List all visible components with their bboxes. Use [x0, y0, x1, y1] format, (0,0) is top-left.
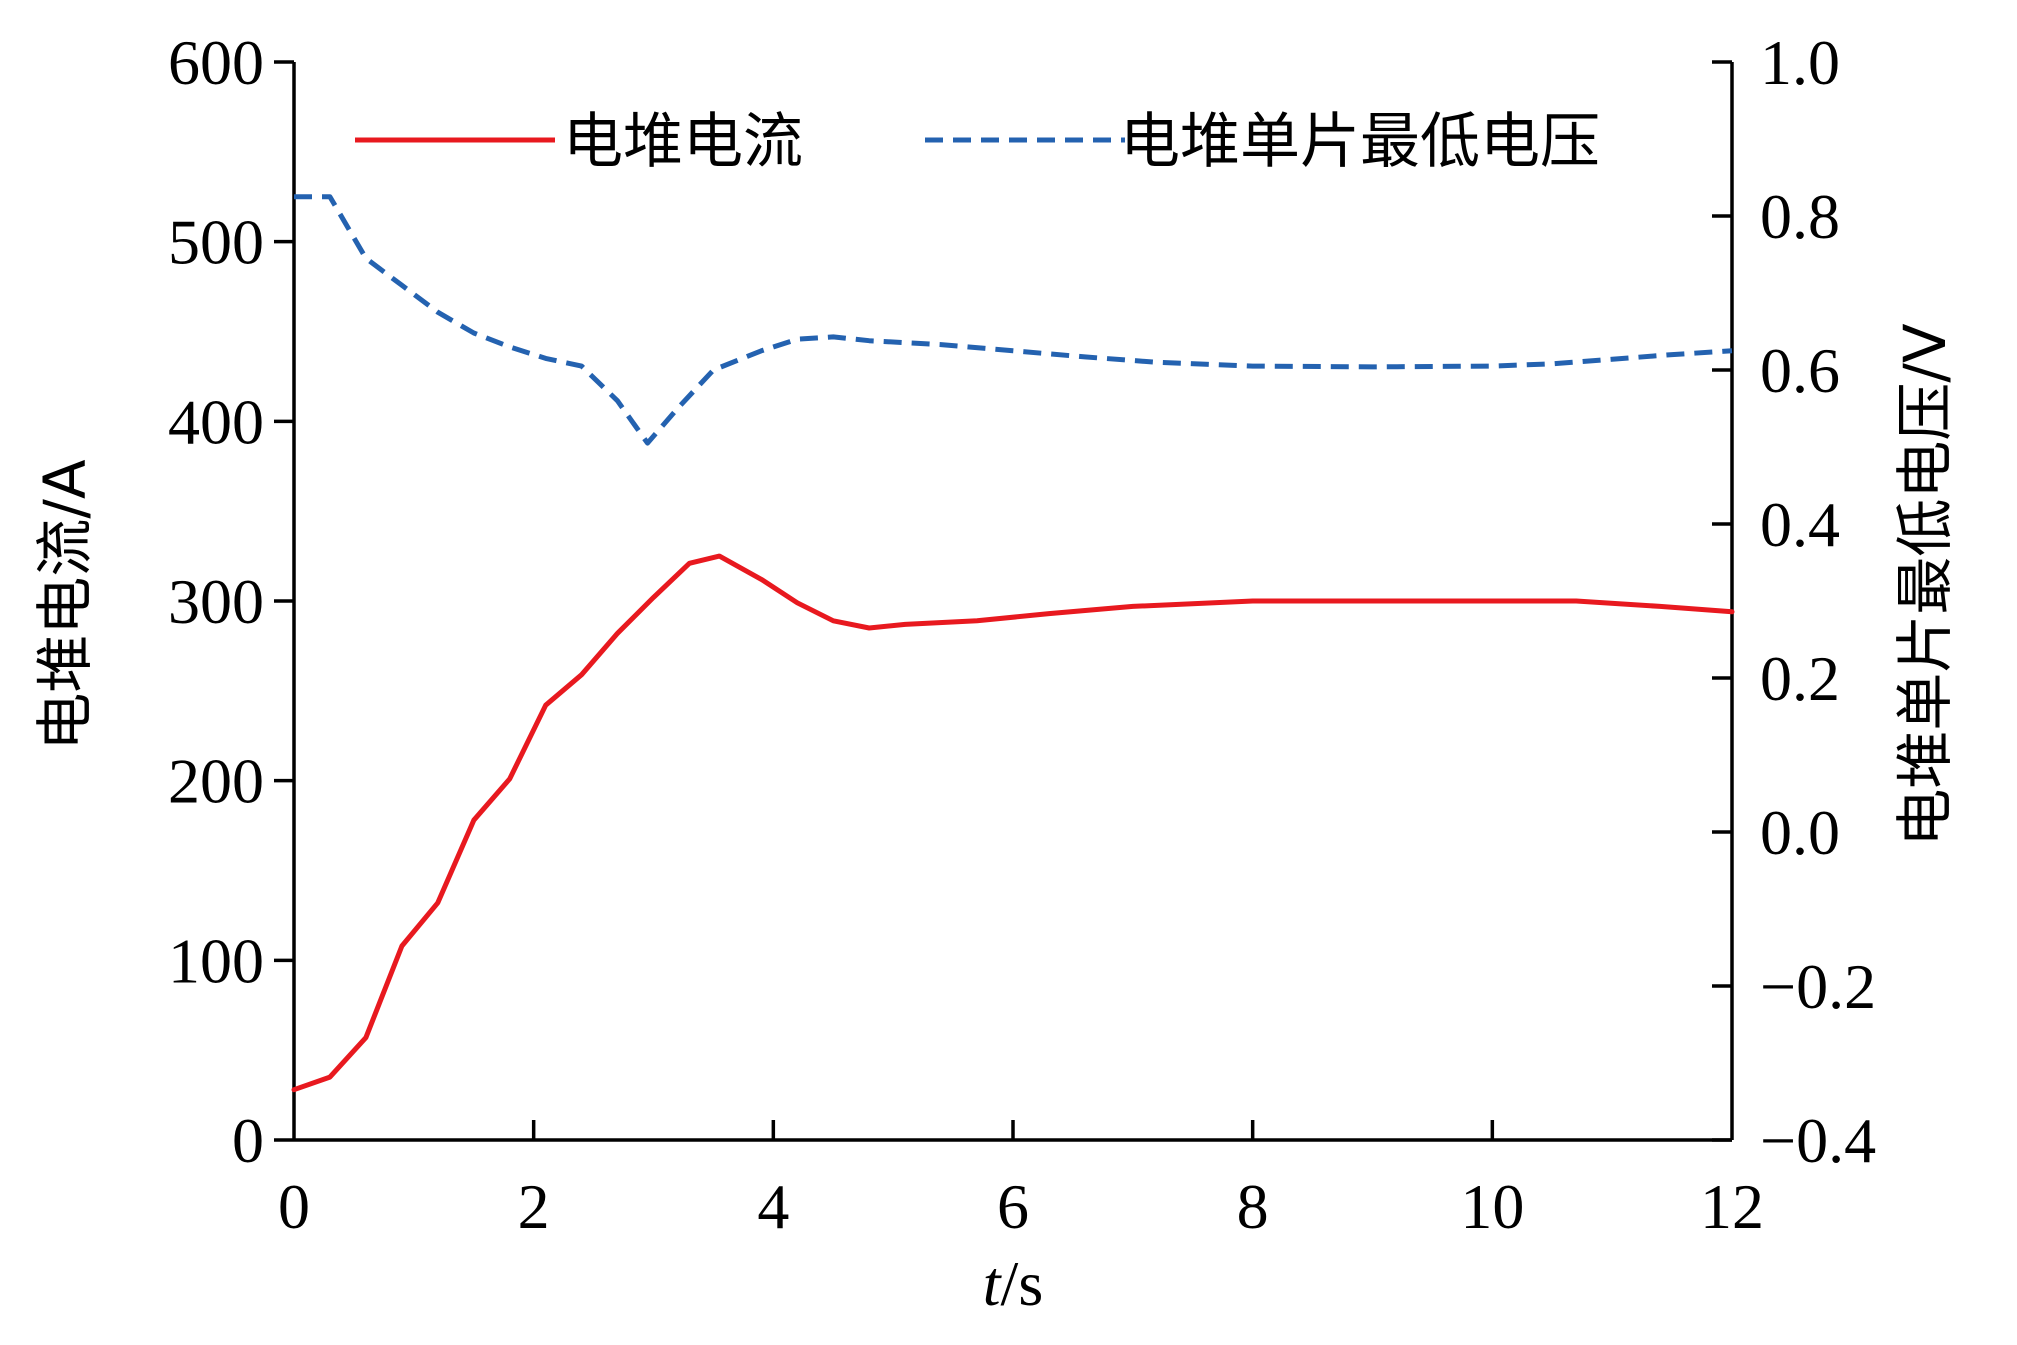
legend-label-current: 电堆电流: [563, 107, 803, 177]
x-tick-label: 10: [1460, 1171, 1524, 1242]
right-y-tick-label: 0.0: [1760, 797, 1840, 868]
x-tick-label: 12: [1700, 1171, 1764, 1242]
x-tick-label: 4: [757, 1171, 789, 1242]
x-tick-label: 8: [1237, 1171, 1269, 1242]
left-y-tick-label: 600: [168, 27, 264, 98]
left-y-tick-label: 0: [232, 1105, 264, 1176]
left-y-axis-ticks: 0 100 200 300 400 500 600: [168, 27, 294, 1176]
right-y-tick-label: −0.2: [1760, 951, 1876, 1022]
legend-label-voltage: 电堆单片最低电压: [1120, 107, 1600, 177]
right-y-axis-title: 电堆单片最低电压/V: [1891, 323, 1959, 847]
right-y-tick-label: 0.8: [1760, 181, 1840, 252]
right-y-axis-ticks: −0.4 −0.2 0.0 0.2 0.4 0.6 0.8 1.0: [1712, 27, 1876, 1176]
left-y-tick-label: 200: [168, 746, 264, 817]
left-y-tick-label: 300: [168, 566, 264, 637]
x-axis-ticks: 0 2 4 6 8 10 12: [278, 1120, 1764, 1242]
left-y-tick-label: 400: [168, 386, 264, 457]
right-y-tick-label: 0.4: [1760, 489, 1840, 560]
right-y-tick-label: 0.2: [1760, 643, 1840, 714]
x-tick-label: 6: [997, 1171, 1029, 1242]
x-tick-label: 2: [518, 1171, 550, 1242]
right-y-tick-label: 0.6: [1760, 335, 1840, 406]
right-y-tick-label: 1.0: [1760, 27, 1840, 98]
right-y-tick-label: −0.4: [1760, 1105, 1876, 1176]
series-line-current: [291, 553, 1735, 1093]
left-y-axis-title: 电堆电流/A: [31, 459, 99, 751]
series-line-voltage: [294, 194, 1733, 446]
legend: 电堆电流 电堆单片最低电压: [355, 107, 1600, 177]
x-tick-label: 0: [278, 1171, 310, 1242]
x-axis-title: t/s: [983, 1248, 1043, 1319]
series-layer: [291, 194, 1735, 1093]
left-y-tick-label: 100: [168, 925, 264, 996]
left-y-tick-label: 500: [168, 207, 264, 278]
